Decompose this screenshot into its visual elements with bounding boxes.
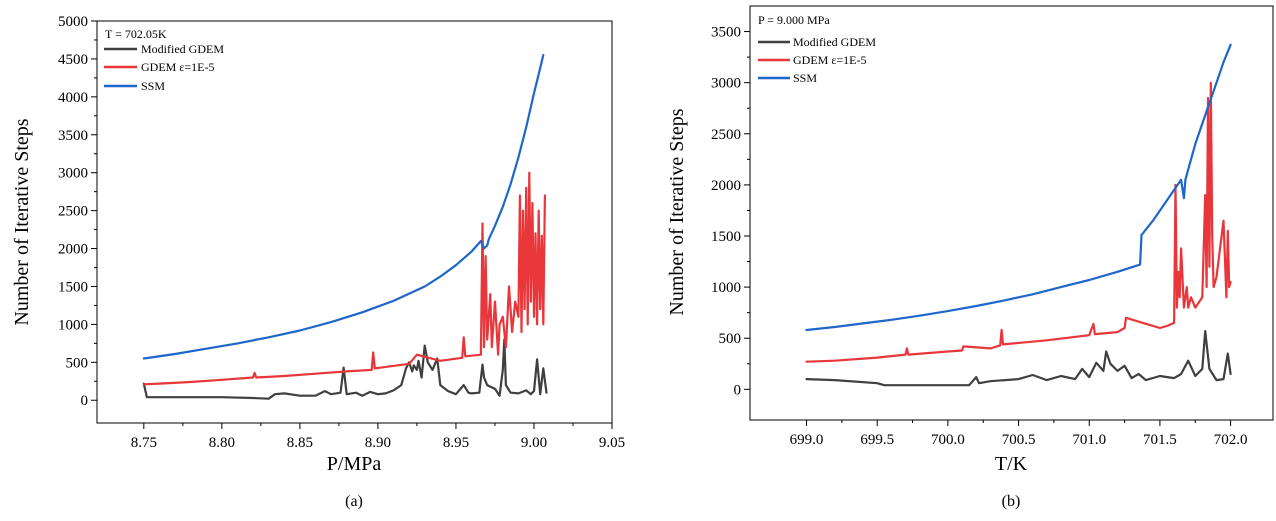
y-tick-label: 1000 xyxy=(58,317,88,333)
series-line-gdem-1e-5 xyxy=(142,171,547,386)
y-tick-label: 0 xyxy=(734,382,742,398)
legend-label-modified-gdem: Modified GDEM xyxy=(793,35,876,49)
y-tick-label: 1500 xyxy=(711,229,741,245)
y-tick-label: 4500 xyxy=(58,52,88,68)
x-tick-label: 700.0 xyxy=(931,432,965,448)
x-tick-label: 701.5 xyxy=(1143,432,1177,448)
y-axis-label: Number of Iterative Steps xyxy=(11,118,33,325)
legend-label-ssm: SSM xyxy=(793,71,817,85)
legend-label-gdem: GDEM ε=1E-5 xyxy=(793,53,866,67)
y-ticks: 0 500 1000 1500 2000 2500 3000 3500 xyxy=(711,25,750,398)
y-tick-label: 2500 xyxy=(58,204,88,220)
legend-label-gdem: GDEM ε=1E-5 xyxy=(141,60,214,74)
y-tick-label: 5000 xyxy=(58,14,88,30)
x-tick-label: 702.0 xyxy=(1214,432,1248,448)
x-tick-label: 8.95 xyxy=(443,435,469,451)
series-line-gdem-1e-5 xyxy=(805,81,1232,363)
x-tick-label: 8.80 xyxy=(209,435,235,451)
series-layer xyxy=(142,53,548,400)
y-tick-label: 3000 xyxy=(711,76,741,92)
x-tick-label: 699.5 xyxy=(860,432,894,448)
y-tick-label: 4000 xyxy=(58,90,88,106)
x-axis-label: P/MPa xyxy=(327,453,382,475)
plot-frame xyxy=(749,5,1274,421)
y-ticks: 0 500 1000 1500 2000 2500 3000 3500 4000 4500 5000 xyxy=(58,14,97,409)
y-tick-label: 1000 xyxy=(711,280,741,296)
y-tick-label: 1500 xyxy=(58,279,88,295)
panel-a: 8.75 8.80 8.85 8.90 8.95 9.00 9.05 0 500 1000 150… xyxy=(11,14,625,510)
panel-b: 699.0 699.5 700.0 700.5 701.0 701.5 702.0 0 500… xyxy=(666,5,1274,510)
x-tick-label: 8.85 xyxy=(287,435,313,451)
panel-label: (a) xyxy=(345,493,363,510)
x-ticks: 8.75 8.80 8.85 8.90 8.95 9.00 9.05 xyxy=(131,423,625,451)
y-tick-label: 3500 xyxy=(58,128,88,144)
y-tick-label: 3500 xyxy=(711,25,741,41)
y-tick-label: 2000 xyxy=(711,178,741,194)
legend: Modified GDEM GDEM ε=1E-5 SSM xyxy=(758,35,876,85)
legend-label-ssm: SSM xyxy=(141,79,165,93)
panel-label: (b) xyxy=(1002,493,1021,510)
y-tick-label: 500 xyxy=(66,355,89,371)
legend: Modified GDEM GDEM ε=1E-5 SSM xyxy=(104,42,224,93)
series-line-modified-gdem xyxy=(142,338,548,400)
y-tick-label: 2500 xyxy=(711,127,741,143)
chart-annotation: T = 702.05K xyxy=(105,27,167,41)
series-line-modified-gdem xyxy=(805,330,1232,387)
plot-frame xyxy=(96,20,613,424)
x-tick-label: 699.0 xyxy=(790,432,824,448)
series-line-ssm xyxy=(142,53,545,360)
y-tick-label: 3000 xyxy=(58,166,88,182)
x-ticks: 699.0 699.5 700.0 700.5 701.0 701.5 702.0 xyxy=(790,420,1248,448)
x-tick-label: 701.0 xyxy=(1072,432,1106,448)
x-tick-label: 9.05 xyxy=(599,435,625,451)
x-axis-label: T/K xyxy=(995,453,1028,475)
series-line-ssm xyxy=(805,43,1232,332)
legend-label-modified-gdem: Modified GDEM xyxy=(141,42,224,56)
y-tick-label: 500 xyxy=(719,331,742,347)
x-tick-label: 9.00 xyxy=(521,435,547,451)
y-axis-label: Number of Iterative Steps xyxy=(666,108,688,315)
x-tick-label: 8.90 xyxy=(365,435,391,451)
series-layer xyxy=(805,43,1232,387)
x-tick-label: 700.5 xyxy=(1002,432,1036,448)
chart-annotation: P = 9.000 MPa xyxy=(758,13,830,27)
y-tick-label: 2000 xyxy=(58,242,88,258)
x-tick-label: 8.75 xyxy=(131,435,157,451)
y-tick-label: 0 xyxy=(81,393,89,409)
